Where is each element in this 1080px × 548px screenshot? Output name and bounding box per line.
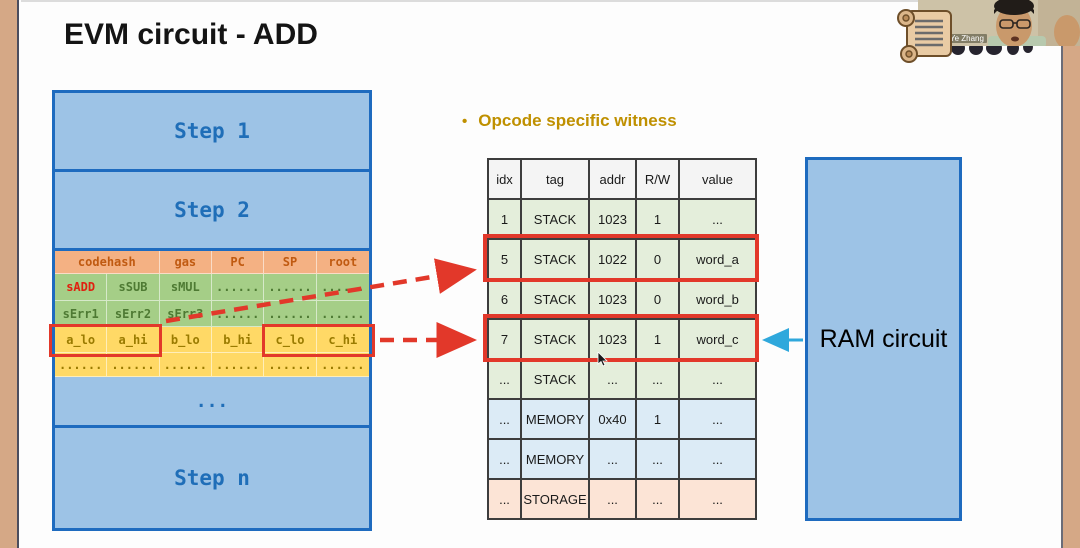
- witness-cell: ...: [489, 440, 522, 480]
- state-cell: ......: [211, 274, 265, 301]
- witness-cell: ...: [590, 360, 637, 400]
- witness-cell: STACK: [522, 200, 590, 240]
- state-header-cell: SP: [264, 251, 317, 274]
- witness-cell: ...: [680, 200, 757, 240]
- highlight-box-a-words: [49, 324, 162, 357]
- state-cell-b-lo: b_lo: [159, 327, 212, 353]
- state-cell-c-lo: c_lo: [264, 327, 317, 353]
- witness-cell: 6: [489, 280, 522, 320]
- witness-cell: MEMORY: [522, 440, 590, 480]
- state-row-more: ...... ...... ...... ...... ...... .....…: [55, 353, 369, 377]
- steps-ellipsis-box: ...: [55, 377, 369, 428]
- state-header-cell: codehash: [55, 251, 160, 274]
- witness-cell: ...: [590, 440, 637, 480]
- witness-cell: 0: [637, 280, 680, 320]
- witness-cell: ...: [637, 480, 680, 520]
- state-cell: ......: [316, 353, 369, 377]
- witness-cell: 1023: [590, 200, 637, 240]
- ram-circuit-label: RAM circuit: [819, 324, 948, 353]
- state-cell: sSUB: [107, 274, 160, 301]
- left-film-strip: [0, 0, 19, 548]
- state-header-cell: root: [316, 251, 369, 274]
- highlight-box-row-word-a: [483, 234, 759, 282]
- witness-cell: STACK: [522, 240, 590, 280]
- witness-col-header: value: [680, 160, 757, 200]
- witness-cell: ...: [637, 360, 680, 400]
- mouse-cursor: [597, 352, 608, 367]
- state-header-cell: PC: [211, 251, 265, 274]
- witness-cell: 1: [637, 400, 680, 440]
- witness-table: idx tag addr R/W value 1 STACK 1023 1 ..…: [487, 158, 757, 520]
- witness-col-header: addr: [590, 160, 637, 200]
- state-cell: sMUL: [159, 274, 212, 301]
- webcam-name-label: Ye Zhang: [947, 34, 987, 43]
- witness-cell: ...: [680, 440, 757, 480]
- witness-col-header: tag: [522, 160, 590, 200]
- witness-col-header: R/W: [637, 160, 680, 200]
- witness-cell-word-c: word_c: [680, 320, 757, 360]
- right-film-strip: [1061, 0, 1080, 548]
- page-title: EVM circuit - ADD: [64, 18, 318, 51]
- state-cell: sErr3: [159, 301, 212, 327]
- witness-cell: ...: [680, 400, 757, 440]
- witness-cell: STACK: [522, 360, 590, 400]
- witness-col-header: idx: [489, 160, 522, 200]
- ram-circuit-box: RAM circuit: [805, 157, 962, 521]
- witness-cell-word-a: word_a: [680, 240, 757, 280]
- witness-cell: ...: [489, 360, 522, 400]
- bullet-icon: •: [462, 112, 468, 130]
- state-cell: ......: [159, 353, 212, 377]
- witness-heading-label: Opcode specific witness: [478, 111, 677, 130]
- witness-cell: ...: [489, 480, 522, 520]
- witness-cell: 1: [637, 320, 680, 360]
- witness-cell: ...: [590, 480, 637, 520]
- state-cell-b-hi: b_hi: [211, 327, 265, 353]
- state-row-words: a_lo a_hi b_lo b_hi c_lo c_hi: [55, 327, 369, 353]
- state-cell: ......: [211, 301, 265, 327]
- state-row-opcodes: sADD sSUB sMUL ...... ...... ......: [55, 274, 369, 301]
- witness-cell: STORAGE: [522, 480, 590, 520]
- state-header-cell: gas: [159, 251, 212, 274]
- witness-cell: STACK: [522, 320, 590, 360]
- witness-cell: ...: [489, 400, 522, 440]
- witness-cell: ...: [637, 440, 680, 480]
- step-2-box: Step 2: [55, 172, 369, 251]
- state-cell: ......: [55, 353, 108, 377]
- evm-circuit-diagram: Step 1 Step 2 codehash gas PC SP root sA…: [52, 90, 372, 531]
- highlight-box-c-words: [262, 324, 375, 357]
- highlight-box-row-word-c: [483, 314, 759, 362]
- witness-heading: • Opcode specific witness: [462, 111, 677, 131]
- state-cell: ......: [264, 274, 317, 301]
- state-header-row: codehash gas PC SP root: [55, 251, 369, 274]
- scroll-icon: [897, 9, 952, 63]
- witness-cell: 0x40: [590, 400, 637, 440]
- witness-cell: 1: [637, 200, 680, 240]
- state-cell: ......: [264, 353, 317, 377]
- witness-cell: 1023: [590, 280, 637, 320]
- witness-cell-word-b: word_b: [680, 280, 757, 320]
- witness-cell: STACK: [522, 280, 590, 320]
- witness-cell: MEMORY: [522, 400, 590, 440]
- state-cell: ......: [211, 353, 265, 377]
- slide-top-edge: [21, 0, 1061, 2]
- step-1-box: Step 1: [55, 93, 369, 172]
- state-cell: ......: [107, 353, 160, 377]
- state-cell-a-lo: a_lo: [55, 327, 108, 353]
- witness-cell: 1: [489, 200, 522, 240]
- state-cell-c-hi: c_hi: [316, 327, 369, 353]
- witness-cell: ...: [680, 360, 757, 400]
- witness-cell: 0: [637, 240, 680, 280]
- step-n-box: Step n: [55, 428, 369, 528]
- state-cell-sadd: sADD: [55, 274, 108, 301]
- witness-cell: ...: [680, 480, 757, 520]
- state-cell: ......: [316, 274, 369, 301]
